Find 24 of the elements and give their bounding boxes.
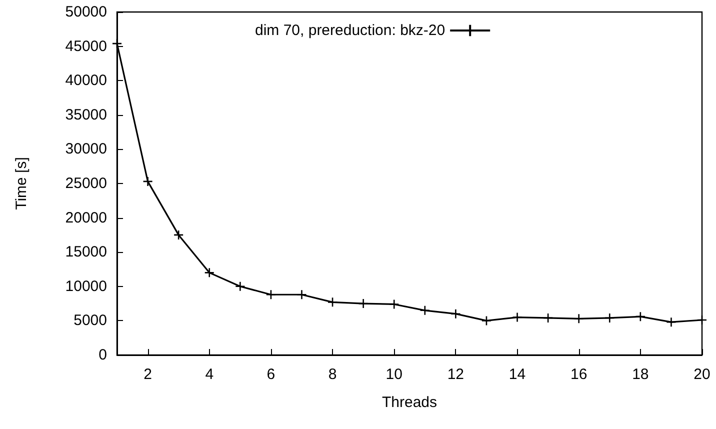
y-tick-label: 20000 xyxy=(65,209,107,226)
y-tick-label: 50000 xyxy=(65,4,107,20)
legend-label: dim 70, prereduction: bkz-20 xyxy=(254,22,446,39)
y-tick-label: 30000 xyxy=(65,140,107,158)
x-tick-label: 12 xyxy=(447,366,464,383)
y-tick-label: 40000 xyxy=(65,72,107,90)
x-tick-label: 20 xyxy=(694,366,710,383)
x-tick-label: 2 xyxy=(144,366,152,383)
x-tick-label: 4 xyxy=(205,366,214,383)
y-tick-label: 5000 xyxy=(74,312,107,330)
y-axis-title: Time [s] xyxy=(13,157,30,210)
y-tick-label: 35000 xyxy=(65,106,107,124)
y-tick-label: 25000 xyxy=(65,175,107,192)
y-tick-label: 45000 xyxy=(65,38,107,55)
y-tick-label: 10000 xyxy=(65,278,107,295)
x-tick-label: 16 xyxy=(570,366,588,383)
y-tick-label: 15000 xyxy=(65,244,107,261)
x-tick-label: 10 xyxy=(386,366,402,383)
x-tick-label: 8 xyxy=(328,366,337,383)
y-tick-label: 0 xyxy=(98,346,107,364)
x-tick-label: 6 xyxy=(266,366,276,383)
x-tick-label: 14 xyxy=(508,366,526,383)
x-axis-title: Threads xyxy=(382,394,438,411)
x-tick-label: 18 xyxy=(632,366,649,383)
